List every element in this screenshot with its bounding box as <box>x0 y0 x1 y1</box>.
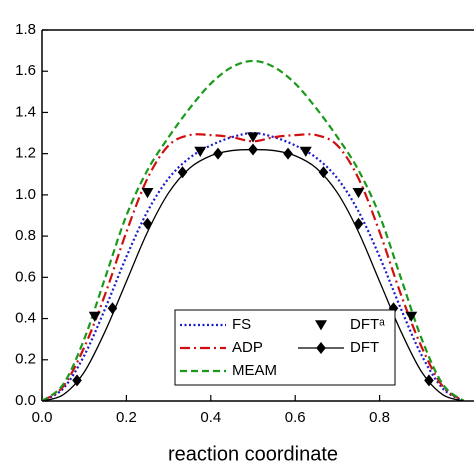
y-tick-label: 1.6 <box>15 62 36 79</box>
legend-label: DFT <box>350 339 379 356</box>
legend-marker <box>315 320 327 331</box>
y-tick-label: 1.0 <box>15 186 36 203</box>
legend-marker <box>316 342 326 354</box>
y-tick-label: 0.2 <box>15 351 36 368</box>
marker <box>353 217 364 230</box>
marker <box>177 166 188 179</box>
y-tick-label: 0.8 <box>15 227 36 244</box>
marker <box>352 188 365 199</box>
marker <box>299 146 312 158</box>
marker <box>194 146 207 158</box>
marker <box>318 166 329 179</box>
legend-box <box>174 309 396 386</box>
marker <box>405 311 418 322</box>
marker <box>213 147 223 160</box>
plot-area <box>42 59 464 401</box>
y-tick-label: 1.4 <box>15 103 36 120</box>
x-tick-label: 0.8 <box>369 409 390 426</box>
legend-label: FS <box>232 316 251 333</box>
y-tick-label: 0.6 <box>15 268 36 285</box>
series-line <box>42 131 464 401</box>
x-axis-label: reaction coordinate <box>168 443 338 465</box>
marker <box>283 147 293 160</box>
marker <box>107 302 118 315</box>
legend-label: MEAM <box>232 362 277 379</box>
x-tick-label: 0.2 <box>116 409 137 426</box>
marker <box>248 143 258 156</box>
series-line <box>42 133 464 401</box>
x-tick-label: 0.4 <box>200 409 221 426</box>
legend-label: DFTᵃ <box>350 316 385 333</box>
y-tick-label: 0.0 <box>15 392 36 409</box>
marker <box>142 217 153 230</box>
x-tick-label: 0.6 <box>285 409 306 426</box>
legend-label: ADP <box>232 339 263 356</box>
y-tick-label: 0.4 <box>15 310 36 327</box>
marker <box>88 311 101 322</box>
marker <box>141 188 154 199</box>
y-tick-label: 1.2 <box>15 145 36 162</box>
series-line <box>42 59 464 401</box>
marker <box>72 374 82 387</box>
y-tick-label: 1.8 <box>15 21 36 38</box>
marker <box>424 374 434 387</box>
x-tick-label: 0.0 <box>32 409 53 426</box>
marker <box>247 132 259 143</box>
